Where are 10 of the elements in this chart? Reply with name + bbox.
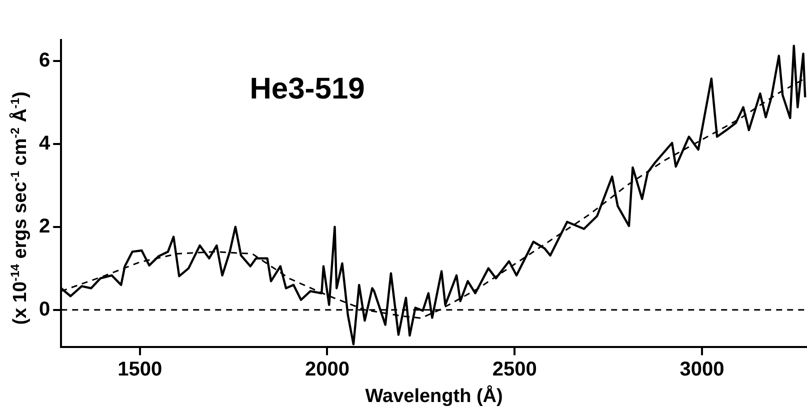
y-tick-label: 2	[39, 215, 50, 238]
y-tick-label: 6	[39, 49, 50, 72]
x-tick-label: 2000	[304, 358, 350, 381]
x-axis-title: Wavelength (Å)	[365, 384, 503, 407]
y-tick-label: 4	[39, 132, 51, 154]
x-tick-label: 1500	[118, 358, 162, 381]
x-tick-label: 2500	[492, 358, 537, 381]
y-tick-label: 0	[39, 298, 50, 320]
x-tick-label: 3000	[680, 358, 724, 381]
text: He3-519	[250, 72, 365, 106]
